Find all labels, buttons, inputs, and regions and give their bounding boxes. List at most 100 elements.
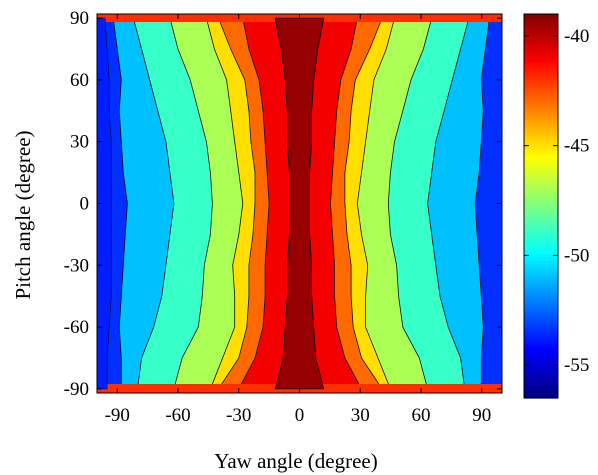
colorbar-swatch [524,87,558,92]
colorbar-swatch [524,30,558,34]
colorbar-swatch [524,74,558,79]
colorbar-swatch [524,382,558,386]
colorbar-swatch [524,119,558,124]
colorbar-swatch [524,212,558,217]
colorbar-swatch [524,49,558,53]
colorbar-swatch [524,231,558,236]
colorbar-swatch [524,177,558,181]
colorbar-swatch [524,142,558,146]
colorbar-swatch [524,122,558,127]
colorbar-swatch [524,286,558,290]
colorbar-swatch [524,234,558,239]
colorbar-swatch [524,378,558,383]
colorbar-swatch [524,324,558,329]
colorbar-swatch [524,23,558,28]
colorbar-tick-label: -40 [564,26,589,47]
colorbar-swatch [524,289,558,293]
colorbar-swatch [524,225,558,229]
colorbar-swatch [524,362,558,367]
colorbar-swatch [524,330,558,335]
colorbar-swatch [524,116,558,121]
colorbar-tick-label: -55 [564,355,589,376]
colorbar-swatch [524,263,558,268]
colorbar-swatch [524,81,558,85]
colorbar-swatch [524,334,558,338]
colorbar-swatch [524,113,558,117]
colorbar-swatch [524,186,558,191]
y-tick-label: 0 [80,194,90,215]
colorbar-swatch [524,126,558,130]
colorbar-swatch [524,340,558,345]
colorbar-swatch [524,209,558,213]
colorbar-swatch [524,132,558,137]
colorbar: -40 -45 -50 -55 [523,13,589,399]
colorbar-swatch [524,359,558,364]
colorbar-swatch [524,394,558,399]
colorbar-swatch [524,215,558,220]
colorbar-swatch [524,282,558,287]
colorbar-swatch [524,148,558,153]
colorbar-swatch [524,391,558,396]
colorbar-swatch [524,369,558,373]
colorbar-swatch [524,350,558,354]
colorbar-swatch [524,206,558,210]
colorbar-swatch [524,36,558,41]
colorbar-swatch [524,180,558,185]
x-tick-label: 60 [412,405,431,426]
x-axis-title: Yaw angle (degree) [214,449,377,473]
colorbar-swatch [524,305,558,309]
colorbar-swatch [524,266,558,271]
colorbar-swatch [524,26,558,31]
colorbar-swatch [524,68,558,73]
colorbar-swatch [524,222,558,226]
colorbar-swatch [524,385,558,389]
colorbar-swatch [524,94,558,98]
colorbar-swatch [524,241,558,245]
colorbar-swatch [524,33,558,37]
colorbar-swatch [524,106,558,111]
colorbar-swatch [524,52,558,57]
colorbar-swatch [524,167,558,172]
x-tick-label: 30 [351,405,370,426]
colorbar-swatch [524,145,558,149]
colorbar-swatch [524,58,558,63]
colorbar-swatch [524,183,558,188]
colorbar-swatch [524,244,558,249]
colorbar-swatch [524,154,558,159]
colorbar-swatch [524,276,558,281]
axis-ticks: -90 -60 -30 0 30 60 90 -90 -60 -30 0 30 60 90 [64,8,502,426]
colorbar-swatch [524,337,558,341]
colorbar-swatch [524,135,558,140]
y-tick-label: -60 [64,317,89,338]
colorbar-swatch [524,298,558,303]
colorbar-swatch [524,372,558,377]
colorbar-swatch [524,250,558,255]
colorbar-swatch [524,129,558,133]
contour-ridge [274,17,325,390]
y-tick-label: -90 [64,379,89,400]
x-tick-label: -30 [226,405,251,426]
colorbar-swatch [524,14,558,18]
colorbar-frame [523,13,559,399]
colorbar-swatch [524,279,558,284]
colorbar-swatch [524,311,558,316]
colorbar-swatch [524,161,558,165]
colorbar-swatch [524,196,558,201]
colorbar-swatch [524,71,558,76]
y-tick-label: 30 [70,132,89,153]
colorbar-swatch [524,193,558,197]
colorbar-swatch [524,46,558,50]
colorbar-swatch [524,84,558,89]
colorbar-swatch [524,100,558,105]
colorbar-swatch [524,151,558,156]
colorbar-swatch [524,327,558,332]
colorbar-swatch [524,20,558,25]
colorbar-swatch [524,247,558,252]
y-tick-label: 60 [70,70,89,91]
x-tick-label: -90 [105,405,130,426]
colorbar-swatch [524,17,558,21]
colorbar-swatch [524,260,558,265]
colorbar-swatch [524,55,558,60]
colorbar-swatch [524,62,558,66]
